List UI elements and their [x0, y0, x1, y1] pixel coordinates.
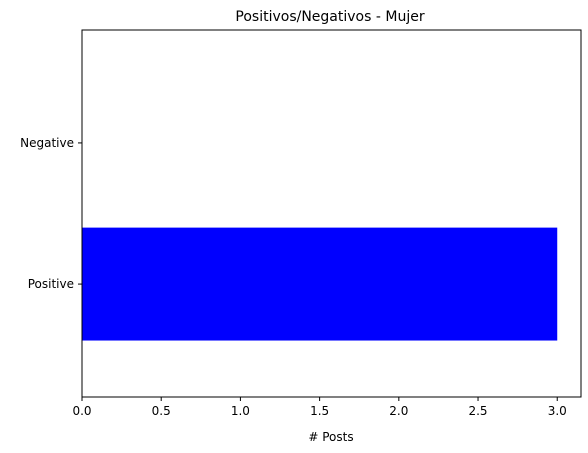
plot-frame	[81, 29, 582, 398]
y-tick-label: Negative	[20, 136, 74, 150]
x-tick-label: 2.5	[468, 404, 487, 418]
x-tick-label: 1.5	[310, 404, 329, 418]
y-tick-label: Positive	[28, 277, 74, 291]
x-tick-label: 0.0	[72, 404, 91, 418]
x-tick-label: 2.0	[389, 404, 408, 418]
y-axis: Positive Negative	[20, 136, 82, 291]
x-axis: 0.0 0.5 1.0 1.5 2.0 2.5 3.0	[72, 397, 567, 418]
bars-layer	[82, 227, 558, 341]
x-tick-label: 1.0	[231, 404, 250, 418]
bar-positive	[82, 227, 558, 341]
x-tick-label: 0.5	[152, 404, 171, 418]
x-tick-label: 3.0	[548, 404, 567, 418]
x-axis-title: # Posts	[308, 430, 353, 444]
chart-title: Positivos/Negativos - Mujer	[235, 9, 424, 25]
